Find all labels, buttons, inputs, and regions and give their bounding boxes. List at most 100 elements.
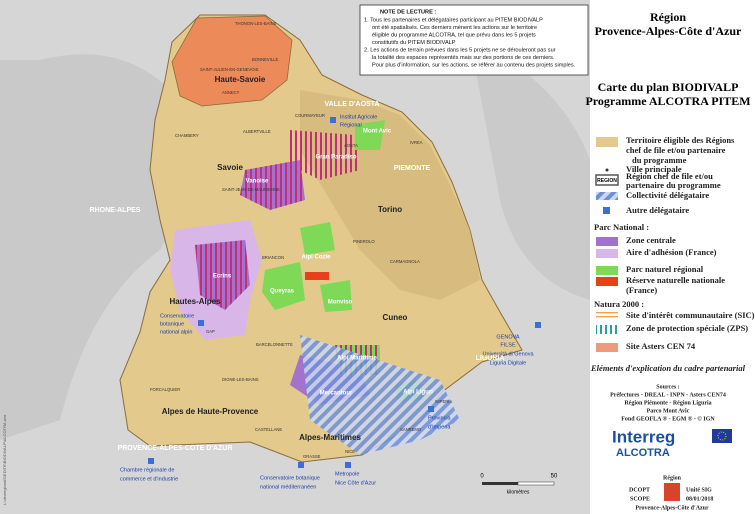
map-label: SAINT-JULIEN-EN-GENEVOIS: [200, 67, 259, 72]
relief: [0, 54, 193, 441]
regional-park: [262, 262, 305, 310]
regional-park: [355, 120, 385, 150]
map-label: NICE: [345, 449, 355, 454]
map-label: FILSE: [500, 342, 516, 348]
map-label: GAP: [206, 329, 215, 334]
logo-text: 08/01/2018: [686, 496, 713, 502]
delegate-markers: [148, 117, 541, 468]
legend-swatch: [603, 207, 610, 214]
legend-text: (France): [626, 285, 657, 295]
relief: [470, 40, 590, 300]
note-line: 1. Tous les partenaires et délégataires …: [364, 17, 543, 23]
map-label: Alpes-Maritimes: [299, 433, 361, 442]
legend-text: Site d'intérêt communautaire (SIC): [626, 310, 755, 320]
map-label: Monviso: [328, 300, 353, 306]
logo-text: Provence-Alpes-Côte d'Azur: [635, 505, 709, 511]
map-label: COURMAYEUR: [295, 113, 325, 118]
nature-reserve: [305, 272, 329, 280]
map-label: PIEMONTE: [394, 165, 431, 172]
regional-park: [320, 280, 352, 312]
legend-swatch: [596, 249, 618, 258]
source-line: Parco Mont Avic: [647, 408, 690, 414]
note-line: ont été spatialisés. Ces derniers mènent…: [372, 25, 537, 31]
map-label: BARCELONNETTE: [256, 342, 293, 347]
scale-bar: 0 50 kilomètres: [480, 474, 558, 496]
map-label: Haute-Savoie: [215, 75, 266, 84]
map-label: PINEROLO: [353, 239, 375, 244]
map-label: Metropole: [335, 471, 359, 477]
map-label: SAINT-JEAN-DE-MAURIENNE: [222, 187, 280, 192]
legend-text: Parc naturel régional: [626, 264, 704, 274]
map-label: ANNECY: [222, 90, 240, 95]
legend-swatch: [605, 168, 609, 172]
legend-swatch: [596, 325, 618, 334]
map-label: Institut Agricole: [340, 114, 377, 120]
legend-text: Ville principale: [626, 164, 682, 174]
legend-text: Zone centrale: [626, 235, 676, 245]
map-label: d'Imperia: [428, 424, 451, 430]
file-path: L:\devregionalS\EDITE\BIODIVALP\ALCOTRA.…: [2, 414, 7, 505]
source-line: Fond GEOFLA ® - EGM ® - © IGN: [621, 415, 715, 422]
map-label: Provincia: [428, 415, 452, 421]
map-label: Alpi Cozie: [301, 255, 331, 261]
legend-swatch: [596, 312, 618, 320]
map-labels: Haute-Savoie Savoie Hautes-Alpes Alpes de H…: [90, 21, 535, 490]
alcotra-logo: ALCOTRA: [616, 447, 670, 459]
map-label: IVREA: [410, 140, 423, 145]
map-label: botanique: [160, 321, 184, 327]
interreg-logo: Interreg: [612, 427, 675, 446]
map-label: Cuneo: [383, 313, 408, 322]
map-label: Mercantour: [320, 391, 353, 397]
source-line: Préfectures - DREAL - INPN - Asters CEN7…: [610, 392, 726, 398]
map-label: CARMAGNOLA: [390, 259, 420, 264]
eu-flag: [712, 429, 732, 443]
map-label: GRASSE: [303, 454, 321, 459]
map-label: GENOVA: [496, 334, 519, 340]
logo-text: Unité SIG: [686, 487, 712, 493]
legend-text: Réserve naturelle nationale: [626, 275, 725, 285]
legend-swatch: [596, 343, 618, 352]
legend-text: chef de file et/ou partenaire: [626, 145, 726, 155]
legend-text: Région chef de file et/ou: [626, 171, 713, 181]
source-line: Sources :: [656, 384, 679, 390]
map-label: AOSTA: [344, 143, 358, 148]
map-label: Hautes-Alpes: [169, 297, 221, 306]
explication: Eléments d'explication du cadre partenar…: [590, 363, 746, 373]
legend-text: Collectivité délégataire: [626, 190, 709, 200]
map-label: national méditerranéen: [260, 484, 316, 490]
map-label: BONNEVILLE: [252, 57, 279, 62]
note-lines: 1. Tous les partenaires et délégataires …: [364, 17, 576, 68]
map-title: Programme ALCOTRA PITEM: [585, 94, 750, 108]
map-label: THONON-LES-BAINS: [235, 21, 277, 26]
legend-section: Parc National :: [594, 222, 649, 232]
map-label: national alpin: [160, 329, 192, 335]
map-label: Conservatoire: [160, 313, 194, 319]
note-line: 2. Les actions de terrain prévues dans l…: [364, 47, 556, 53]
map-label: Alpes de Haute-Provence: [162, 407, 259, 416]
legend-text: partenaire du programme: [626, 180, 721, 190]
map-label: Alpi Liguri: [403, 390, 433, 396]
map-label: Università di Genova: [482, 351, 534, 357]
legend-text: du programme: [632, 155, 687, 165]
map-label: Queyras: [270, 289, 295, 295]
note-box: [359, 4, 589, 76]
map-label: Ecrins: [213, 274, 232, 280]
map-label: BRIANCON: [262, 255, 284, 260]
map-label: ALBERTVILLE: [243, 129, 271, 134]
logo-text: Région: [663, 475, 682, 481]
legend-swatch: [596, 192, 618, 200]
note-line: Pour plus d'information, sur les actions…: [372, 62, 576, 68]
note-line: éligible du programme ALCOTRA, tel que p…: [372, 32, 536, 38]
scale-label: 0: [480, 474, 484, 480]
map-label: LIGURIA: [476, 355, 505, 362]
scale-unit: kilomètres: [507, 489, 530, 495]
map-label: Nice Côte d'Azur: [335, 480, 376, 486]
legend-swatch: [596, 137, 618, 147]
legend-swatch-text: REGION: [597, 178, 617, 184]
map-label: commerce et d'industrie: [120, 476, 178, 482]
legend-swatch: [596, 237, 618, 246]
eu-flag-stars: [717, 431, 727, 441]
sources: Sources : Préfectures - DREAL - INPN - As…: [610, 384, 726, 422]
legend-text: Territoire éligible des Régions: [626, 135, 735, 145]
map-label: Savoie: [217, 163, 243, 172]
